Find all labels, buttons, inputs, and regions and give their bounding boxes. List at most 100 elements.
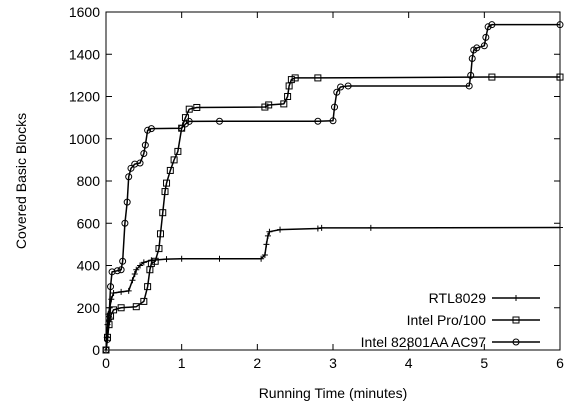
series-line: [105, 226, 561, 351]
data-point: [280, 100, 288, 108]
data-point: [121, 219, 129, 227]
series-2: [102, 21, 564, 354]
data-point: [166, 166, 174, 174]
data-point: [465, 82, 473, 90]
data-point: [467, 71, 475, 79]
data-point: [137, 262, 144, 269]
x-tick-label: 6: [556, 355, 564, 371]
data-point: [144, 283, 152, 291]
data-point: [113, 267, 121, 275]
data-point: [261, 251, 268, 258]
data-point: [314, 117, 322, 125]
y-axis-label: Covered Basic Blocks: [13, 113, 29, 249]
data-point: [185, 117, 193, 125]
plot-area-border: [105, 11, 561, 351]
data-point: [482, 33, 490, 41]
data-point: [291, 74, 299, 82]
data-point: [329, 117, 337, 125]
data-point: [263, 241, 270, 248]
data-point: [178, 124, 186, 132]
data-point: [159, 209, 167, 217]
y-tick-label: 0: [92, 342, 100, 358]
data-point: [473, 44, 481, 52]
data-point: [147, 259, 155, 267]
legend-label: RTL8029: [429, 290, 487, 306]
data-point: [129, 277, 136, 284]
data-point: [144, 126, 152, 134]
x-tick-label: 1: [178, 355, 186, 371]
y-tick-label: 600: [77, 215, 101, 231]
series-0: [103, 224, 563, 353]
data-point: [163, 256, 170, 263]
data-point: [264, 232, 271, 239]
y-tick-label: 1400: [69, 46, 100, 62]
data-point: [258, 255, 265, 262]
data-point: [484, 23, 492, 31]
x-tick-label: 2: [253, 355, 261, 371]
y-tick-label: 200: [77, 300, 101, 316]
data-point: [344, 82, 352, 90]
data-point: [125, 173, 133, 181]
x-tick-label: 3: [329, 355, 337, 371]
x-tick-label: 0: [102, 355, 110, 371]
data-point: [140, 259, 147, 266]
y-tick-label: 400: [77, 258, 101, 274]
series-line: [105, 23, 560, 351]
data-point: [105, 314, 113, 322]
x-tick-label: 4: [405, 355, 413, 371]
data-point: [557, 224, 563, 231]
data-point: [261, 103, 269, 111]
data-point: [131, 160, 139, 168]
series-layer: [102, 21, 564, 354]
data-point: [216, 117, 223, 125]
tick-labels: 0 1 2 3 4 5 6 0 200 400 600 800 1000 1200 1400 1600: [69, 4, 564, 371]
legend-marker: [513, 295, 519, 301]
series-line: [105, 76, 560, 351]
data-point: [163, 179, 171, 187]
data-point: [170, 156, 178, 164]
data-point: [110, 306, 118, 314]
data-point: [284, 93, 292, 100]
data-point: [107, 283, 115, 291]
data-point: [468, 54, 476, 62]
legend-marker: [512, 316, 520, 324]
data-point: [314, 74, 322, 82]
axis-ticks: [105, 11, 561, 351]
data-point: [266, 228, 273, 235]
data-point: [104, 335, 112, 343]
data-point: [193, 103, 201, 111]
data-point: [117, 304, 125, 312]
data-point: [119, 257, 127, 265]
data-point: [147, 125, 155, 133]
data-point: [556, 21, 564, 29]
data-point: [333, 88, 341, 96]
data-point: [108, 268, 116, 276]
data-point: [118, 288, 125, 295]
data-point: [151, 257, 159, 265]
y-tick-label: 800: [77, 173, 101, 189]
data-point: [110, 289, 117, 296]
data-point: [480, 42, 488, 50]
data-point: [140, 297, 148, 305]
legend: RTL8029 Intel Pro/100 Intel 82801AA AC97: [361, 290, 540, 350]
plot-frame: [105, 11, 561, 351]
data-point: [156, 230, 164, 238]
data-point: [331, 103, 339, 111]
data-point: [132, 303, 140, 311]
data-point: [556, 73, 564, 81]
data-point: [287, 76, 295, 84]
y-tick-label: 1200: [69, 89, 100, 105]
y-tick-label: 1600: [69, 4, 100, 20]
data-point: [174, 147, 182, 155]
data-point: [105, 311, 112, 318]
data-point: [140, 150, 148, 158]
data-point: [277, 226, 284, 233]
x-tick-label: 5: [480, 355, 488, 371]
legend-label: Intel 82801AA AC97: [361, 334, 487, 350]
data-point: [216, 255, 223, 262]
legend-label: Intel Pro/100: [407, 312, 487, 328]
data-point: [178, 255, 185, 262]
data-point: [141, 141, 149, 149]
data-point: [155, 245, 163, 253]
